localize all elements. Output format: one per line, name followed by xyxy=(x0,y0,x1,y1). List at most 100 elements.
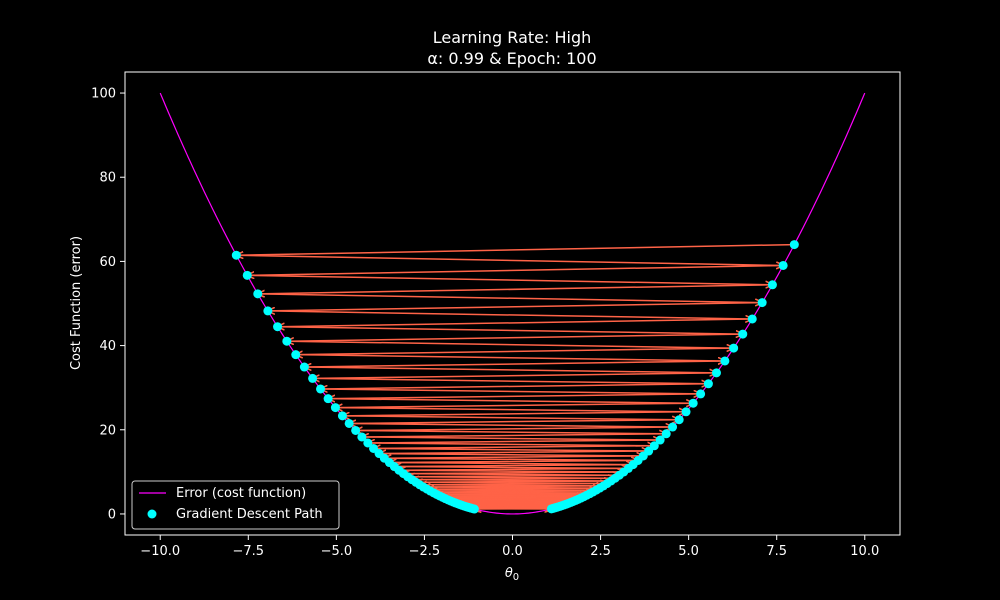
legend-curve-label: Error (cost function) xyxy=(176,486,306,501)
descent-arrow xyxy=(384,456,644,458)
descent-arrow xyxy=(257,293,762,303)
descent-arrow xyxy=(247,264,784,275)
descent-point xyxy=(323,394,333,404)
descent-arrow xyxy=(355,430,667,433)
y-tick-label: 40 xyxy=(99,339,116,354)
descent-point xyxy=(729,343,739,353)
descent-point xyxy=(253,289,263,299)
descent-arrow xyxy=(362,434,667,437)
descent-point xyxy=(242,270,252,280)
descent-point xyxy=(703,379,713,389)
descent-arrow xyxy=(335,406,686,412)
descent-arrow xyxy=(247,274,772,284)
descent-point xyxy=(778,260,788,270)
descent-point xyxy=(469,504,479,514)
descent-arrow xyxy=(236,254,783,265)
descent-point xyxy=(308,373,318,383)
descent-point xyxy=(363,438,373,448)
descent-arrow xyxy=(268,301,763,311)
descent-arrow xyxy=(321,383,709,389)
descent-point xyxy=(720,356,730,366)
descent-arrow xyxy=(286,340,734,348)
descent-arrow xyxy=(267,310,752,319)
descent-point xyxy=(655,435,665,445)
x-axis-label-subscript: 0 xyxy=(513,572,519,583)
descent-arrow xyxy=(287,333,743,341)
descent-arrow xyxy=(312,377,709,383)
descent-point xyxy=(681,407,691,417)
y-axis-label: Cost Function (error) xyxy=(69,236,84,370)
legend-path-swatch xyxy=(147,509,157,519)
descent-arrow xyxy=(320,388,701,394)
descent-arrow xyxy=(374,446,655,449)
descent-arrow xyxy=(258,284,773,294)
descent-point xyxy=(546,504,556,514)
descent-point xyxy=(668,422,678,432)
descent-point xyxy=(231,250,241,260)
descent-point xyxy=(357,432,367,442)
descent-point xyxy=(696,389,706,399)
x-tick-label: 7.5 xyxy=(766,544,787,559)
y-tick-label: 0 xyxy=(108,507,116,522)
chart-title-line2: α: 0.99 & Epoch: 100 xyxy=(427,49,596,68)
x-tick-label: 10.0 xyxy=(850,544,879,559)
descent-arrow xyxy=(379,451,649,453)
descent-arrow xyxy=(278,318,753,327)
descent-point xyxy=(688,398,698,408)
descent-point xyxy=(738,329,748,339)
y-tick-label: 100 xyxy=(91,87,116,102)
descent-arrow xyxy=(295,353,725,361)
descent-point xyxy=(263,306,273,316)
axes: −10.0 −7.5 −5.0 −2.5 0.0 2.5 5.0 7.5 10.0 0 20 40 60… xyxy=(91,71,901,559)
descent-arrow xyxy=(304,366,716,373)
descent-point xyxy=(351,425,361,435)
descent-point xyxy=(273,322,283,332)
descent-arrow xyxy=(367,443,654,446)
descent-point xyxy=(757,298,767,308)
x-tick-label: −2.5 xyxy=(409,544,441,559)
descent-arrow xyxy=(328,393,701,399)
descent-arrow xyxy=(342,415,679,420)
descent-arrow xyxy=(349,422,672,427)
descent-arrow xyxy=(356,426,673,430)
x-tick-label: −7.5 xyxy=(233,544,265,559)
x-axis-label: θ0 xyxy=(505,566,519,583)
descent-arrow xyxy=(368,440,661,443)
descent-point xyxy=(282,336,292,346)
descent-point xyxy=(344,418,354,428)
descent-point xyxy=(674,415,684,425)
x-tick-label: −10.0 xyxy=(140,544,180,559)
descent-arrow xyxy=(277,325,743,334)
x-tick-label: 5.0 xyxy=(678,544,699,559)
y-tick-label: 80 xyxy=(99,171,116,186)
x-tick-label: −5.0 xyxy=(321,544,353,559)
descent-arrow xyxy=(379,454,643,456)
legend: Error (cost function) Gradient Descent P… xyxy=(131,480,340,530)
descent-point xyxy=(649,441,659,451)
descent-point xyxy=(299,362,309,372)
descent-arrow xyxy=(296,347,734,355)
descent-arrow xyxy=(236,243,795,256)
descent-arrow xyxy=(304,360,725,367)
descent-arrow xyxy=(328,397,693,404)
y-tick-label: 60 xyxy=(99,255,116,270)
descent-point xyxy=(711,368,721,378)
chart-title-line1: Learning Rate: High xyxy=(433,28,591,47)
y-tick-label: 20 xyxy=(99,423,116,438)
descent-point xyxy=(747,314,757,324)
descent-point xyxy=(789,240,799,250)
descent-arrow xyxy=(313,372,717,379)
descent-arrow xyxy=(342,411,687,416)
x-tick-label: 0.0 xyxy=(502,544,523,559)
x-tick-label: 2.5 xyxy=(590,544,611,559)
descent-arrow xyxy=(335,402,694,407)
descent-arrow xyxy=(361,437,660,440)
descent-arrow xyxy=(349,418,680,424)
plot-area xyxy=(159,92,866,515)
descent-point xyxy=(661,429,671,439)
descent-point xyxy=(316,384,326,394)
x-axis-label-symbol: θ xyxy=(505,566,513,581)
descent-arrow xyxy=(373,448,649,451)
legend-path-label: Gradient Descent Path xyxy=(176,507,323,522)
